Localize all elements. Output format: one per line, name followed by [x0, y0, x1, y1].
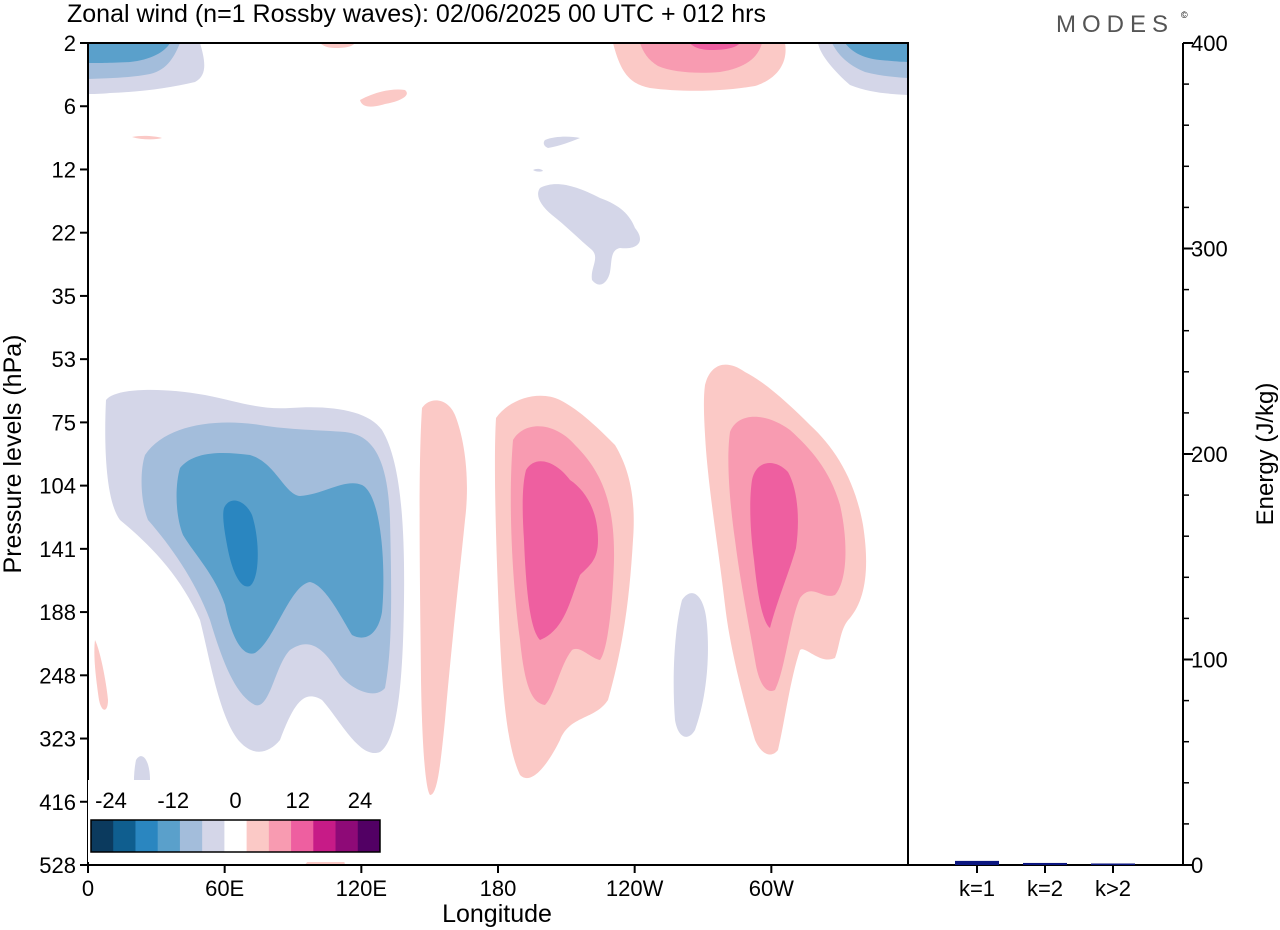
y-axis-label: Pressure levels (hPa) — [0, 335, 27, 574]
y-tick-label: 6 — [64, 94, 76, 119]
neg-contour-3b — [673, 593, 708, 737]
energy-axis-label: Energy (J/kg) — [1252, 383, 1279, 526]
colorbar-swatch — [179, 820, 203, 852]
x-tick-label: 60W — [749, 876, 794, 901]
colorbar-swatch — [224, 820, 248, 852]
energy-tick-label: 400 — [1191, 31, 1228, 56]
y-tick-label: 22 — [52, 221, 76, 246]
x-tick-label: 60E — [205, 876, 244, 901]
pos-spot-a — [360, 89, 407, 107]
x-tick-label: 180 — [480, 876, 517, 901]
colorbar-swatch — [91, 820, 114, 852]
y-tick-label: 141 — [39, 537, 76, 562]
neg-aloft-dot — [533, 168, 543, 172]
energy-bar — [1023, 862, 1067, 865]
neg-top-left-12 — [88, 43, 170, 63]
colorbar-swatch — [313, 820, 337, 852]
colorbar-swatch — [246, 820, 270, 852]
colorbar-frame — [90, 819, 381, 853]
pos-contour-3d — [94, 640, 108, 710]
colorbar-swatch — [335, 820, 359, 852]
x-axis-label: Longitude — [442, 900, 552, 928]
colorbar-swatch — [157, 820, 181, 852]
y-tick-label: 104 — [39, 474, 76, 499]
contour-plot — [87, 42, 909, 866]
colorbar-label: 0 — [229, 788, 241, 813]
x-tick-label: 0 — [82, 876, 94, 901]
neg-aloft-3 — [538, 184, 640, 285]
colorbar-label: 12 — [286, 788, 310, 813]
y-tick-label: 323 — [39, 727, 76, 752]
x-tick-label: 120W — [606, 876, 664, 901]
pos-top-small — [320, 43, 355, 48]
energy-tick-label: 100 — [1191, 648, 1228, 673]
y-tick-label: 188 — [39, 600, 76, 625]
longitude-axis: 0 60E 120E 180 120W 60W — [82, 865, 794, 901]
neg-top-right-12 — [845, 43, 908, 62]
colorbar-swatch — [357, 820, 381, 852]
colorbar-swatch — [135, 820, 159, 852]
pos-contour-3c — [419, 400, 467, 795]
colorbar-swatch — [268, 820, 292, 852]
pos-top-6 — [640, 43, 762, 73]
colorbar-label: -12 — [157, 788, 189, 813]
brand-logo: MODES — [1056, 11, 1174, 38]
brand-mark: © — [1181, 10, 1188, 20]
energy-panel: 0 100 200 300 400 k=1 k=2 k>2 — [908, 31, 1228, 901]
pos-top-12 — [690, 43, 740, 50]
x-tick-label: 120E — [336, 876, 387, 901]
energy-tick-label: 300 — [1191, 237, 1228, 262]
energy-category-label: k=1 — [959, 876, 995, 901]
colorbar-swatch — [202, 820, 225, 852]
colorbar-swatch — [291, 820, 314, 852]
neg-aloft-small — [543, 136, 580, 148]
pressure-axis: 2 6 12 22 35 53 75 104 141 188 248 323 416 528 — [39, 31, 88, 878]
pos-contour-12b — [750, 462, 798, 628]
energy-bar — [955, 860, 999, 865]
y-tick-label: 35 — [52, 284, 76, 309]
energy-tick-label: 0 — [1191, 853, 1203, 878]
y-tick-label: 528 — [39, 853, 76, 878]
energy-category-label: k>2 — [1095, 876, 1131, 901]
energy-tick-label: 200 — [1191, 442, 1228, 467]
neg-contour-18 — [223, 500, 258, 587]
y-tick-label: 248 — [39, 663, 76, 688]
pos-contour-12a — [522, 461, 598, 640]
energy-bar — [1091, 863, 1135, 865]
y-tick-label: 75 — [52, 410, 76, 435]
y-tick-label: 53 — [52, 347, 76, 372]
y-tick-label: 416 — [39, 790, 76, 815]
y-tick-label: 2 — [64, 31, 76, 56]
chart-title: Zonal wind (n=1 Rossby waves): 02/06/202… — [67, 0, 766, 28]
colorbar-legend: -24 -12 0 12 24 — [88, 780, 384, 862]
energy-category-label: k=2 — [1027, 876, 1063, 901]
colorbar-label: 24 — [348, 788, 372, 813]
colorbar-swatch — [113, 820, 136, 852]
pos-spot-b — [132, 135, 162, 140]
colorbar-label: -24 — [95, 788, 127, 813]
y-tick-label: 12 — [52, 157, 76, 182]
